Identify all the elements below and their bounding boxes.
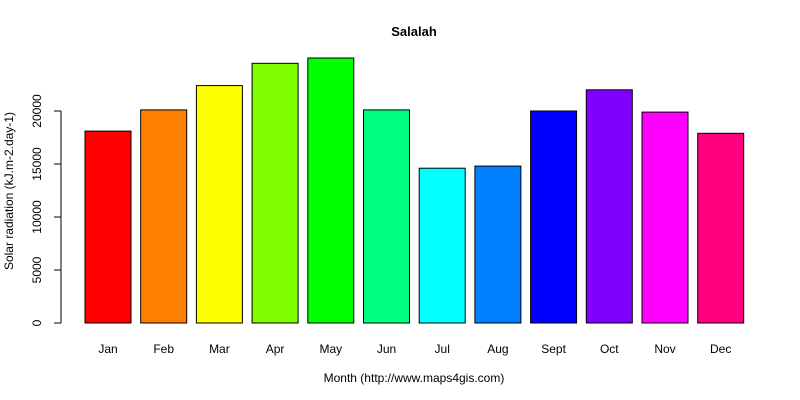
bar-mar <box>195 85 243 324</box>
y-tick-label: 5000 <box>30 256 44 283</box>
y-tick-label: 0 <box>30 319 44 326</box>
y-axis-label: Solar radiation (kJ.m-2.day-1) <box>2 112 16 270</box>
bar-dec <box>697 132 745 324</box>
x-tick-label: Apr <box>266 342 285 356</box>
x-tick-label: Aug <box>487 342 508 356</box>
y-tick-label: 10000 <box>30 200 44 234</box>
x-tick-label: Jun <box>377 342 396 356</box>
x-tick-label: Feb <box>153 342 174 356</box>
bars <box>84 57 745 324</box>
bar-apr <box>251 62 299 324</box>
x-tick-label: Jan <box>98 342 117 356</box>
bar-aug <box>474 165 522 324</box>
bar-sept <box>530 110 578 324</box>
y-tick-label: 15000 <box>30 147 44 181</box>
bar-jun <box>363 109 410 324</box>
x-tick-label: Dec <box>710 342 731 356</box>
x-tick-label: Sept <box>541 342 566 356</box>
x-tick-labels: Jan Feb Mar Apr May Jun Jul Aug Sept Oct Nov Dec <box>98 342 731 356</box>
x-tick-label: Nov <box>654 342 675 356</box>
x-tick-label: Oct <box>600 342 619 356</box>
bar-oct <box>585 89 633 324</box>
bar-jul <box>418 167 466 324</box>
bar-feb <box>140 109 188 324</box>
x-tick-label: May <box>319 342 342 356</box>
chart-title: Salalah <box>391 24 437 39</box>
x-axis-label: Month (http://www.maps4gis.com) <box>324 371 505 385</box>
y-tick-label: 20000 <box>30 94 44 128</box>
bar-nov <box>641 111 689 324</box>
x-tick-label: Jul <box>435 342 450 356</box>
bar-may <box>307 57 355 324</box>
bar-jan <box>84 130 132 324</box>
y-axis: 0 5000 10000 15000 20000 <box>30 94 62 326</box>
x-tick-label: Mar <box>209 342 230 356</box>
